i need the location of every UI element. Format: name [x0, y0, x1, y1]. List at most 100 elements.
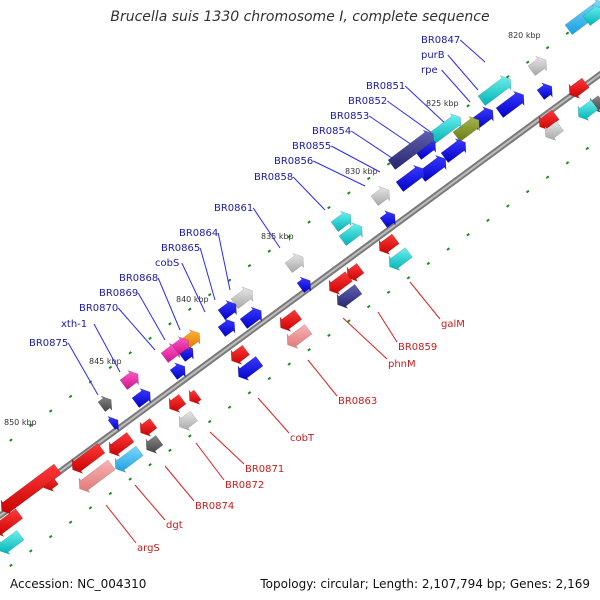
- guide-dot: [128, 477, 132, 481]
- forward-gene-glyph[interactable]: [427, 113, 462, 144]
- reverse-gene-glyph[interactable]: [78, 459, 116, 493]
- forward-gene-glyph[interactable]: [379, 210, 396, 228]
- forward-gene-glyph[interactable]: [107, 415, 119, 432]
- forward-gene-glyph[interactable]: [169, 362, 186, 380]
- gene-label-br0852[interactable]: BR0852: [348, 96, 387, 107]
- guide-dot: [9, 563, 13, 568]
- reverse-gene-glyph[interactable]: [568, 77, 590, 99]
- guide-dot: [287, 362, 291, 366]
- gene-label-br0855[interactable]: BR0855: [292, 141, 331, 152]
- gene-label-purb[interactable]: purB: [421, 50, 445, 61]
- forward-gene-glyph[interactable]: [217, 299, 237, 320]
- gene-label-br0871[interactable]: BR0871: [245, 464, 284, 475]
- reverse-gene-glyph[interactable]: [286, 324, 313, 349]
- reverse-gene-glyph[interactable]: [336, 284, 363, 309]
- reverse-gene-glyph[interactable]: [145, 435, 164, 454]
- guide-dot: [545, 45, 550, 50]
- forward-gene-glyph[interactable]: [370, 185, 390, 206]
- gene-label-br0869[interactable]: BR0869: [99, 288, 138, 299]
- forward-gene-glyph[interactable]: [582, 4, 600, 26]
- forward-gene-glyph[interactable]: [239, 306, 263, 329]
- forward-gene-glyph[interactable]: [417, 154, 447, 182]
- gene-label-cobs[interactable]: cobS: [155, 258, 179, 269]
- reverse-gene-glyph[interactable]: [139, 418, 158, 437]
- reverse-gene-glyph[interactable]: [178, 410, 198, 431]
- gene-label-br0861[interactable]: BR0861: [214, 203, 253, 214]
- forward-gene-glyph[interactable]: [171, 336, 190, 355]
- reverse-gene-glyph[interactable]: [378, 233, 400, 255]
- forward-gene-glyph[interactable]: [338, 222, 363, 246]
- forward-gene-glyph[interactable]: [230, 286, 254, 309]
- gene-label-br0854[interactable]: BR0854: [312, 126, 351, 137]
- reverse-gene-glyph[interactable]: [0, 508, 24, 537]
- guide-dot: [386, 162, 391, 166]
- reverse-gene-glyph[interactable]: [0, 530, 25, 555]
- reverse-gene-glyph[interactable]: [114, 445, 144, 473]
- gene-label-br0863[interactable]: BR0863: [338, 396, 377, 407]
- reverse-gene-glyph[interactable]: [108, 432, 135, 457]
- forward-gene-glyph[interactable]: [564, 0, 600, 35]
- tick-marks: 820 kbp 825 kbp 830 kbp 835 kbp 840 kbp 845 k…: [4, 31, 541, 427]
- gene-label-cobt[interactable]: cobT: [290, 433, 315, 444]
- forward-gene-glyph[interactable]: [119, 369, 139, 390]
- gene-label-br0872[interactable]: BR0872: [225, 480, 264, 491]
- gene-label-br0853[interactable]: BR0853: [330, 111, 369, 122]
- leader-line: [117, 307, 156, 351]
- gene-label-br0858[interactable]: BR0858: [254, 172, 293, 183]
- gene-label-phnm[interactable]: phnM: [388, 359, 416, 370]
- reverse-gene-glyph[interactable]: [388, 247, 413, 271]
- gene-label-rpe[interactable]: rpe: [421, 65, 438, 76]
- forward-gene-glyph[interactable]: [284, 252, 304, 273]
- forward-gene-glyph[interactable]: [527, 55, 547, 76]
- forward-gene-glyph[interactable]: [477, 75, 512, 106]
- reverse-gene-glyph[interactable]: [168, 394, 187, 413]
- forward-gene-glyph[interactable]: [495, 90, 525, 118]
- gene-label-br0865[interactable]: BR0865: [161, 243, 200, 254]
- forward-gene-glyph[interactable]: [452, 115, 480, 142]
- forward-gene-glyph[interactable]: [217, 318, 236, 337]
- reverse-gene-glyph[interactable]: [237, 356, 264, 381]
- reverse-gene-glyph[interactable]: [71, 443, 106, 474]
- leader-line: [105, 504, 137, 544]
- reverse-gene-glyph[interactable]: [577, 99, 599, 121]
- forward-gene-glyph[interactable]: [97, 395, 113, 412]
- tick-label: 820 kbp: [508, 31, 541, 40]
- leader-line: [217, 232, 231, 291]
- leader-line: [195, 442, 225, 481]
- leader-line: [409, 281, 441, 320]
- gene-label-br0847[interactable]: BR0847: [421, 35, 460, 46]
- forward-gene-glyph[interactable]: [296, 276, 312, 293]
- reverse-gene-glyph[interactable]: [328, 271, 353, 295]
- guide-dot: [68, 520, 73, 524]
- forward-gene-glyph[interactable]: [131, 387, 151, 408]
- gene-label-br0875[interactable]: BR0875: [29, 338, 68, 349]
- leader-line: [93, 323, 121, 373]
- forward-gene-glyph[interactable]: [440, 138, 467, 163]
- leader-line: [209, 431, 245, 465]
- gene-label-br0864[interactable]: BR0864: [179, 228, 218, 239]
- reverse-gene-glyph[interactable]: [346, 263, 365, 282]
- gene-label-args[interactable]: argS: [137, 543, 160, 554]
- gene-label-br0856[interactable]: BR0856: [274, 156, 313, 167]
- gene-label-galm[interactable]: galM: [441, 319, 465, 330]
- gene-label-br0874[interactable]: BR0874: [195, 501, 234, 512]
- gene-label-br0870[interactable]: BR0870: [79, 303, 118, 314]
- reverse-gene-glyph[interactable]: [188, 389, 202, 405]
- reverse-gene-glyph[interactable]: [279, 309, 303, 332]
- guide-dot: [9, 438, 13, 442]
- gene-label-br0851[interactable]: BR0851: [366, 81, 405, 92]
- gene-label-xth-1[interactable]: xth-1: [61, 319, 87, 330]
- forward-gene-glyph[interactable]: [330, 210, 352, 232]
- forward-gene-glyph[interactable]: [536, 82, 553, 100]
- gene-label-br0868[interactable]: BR0868: [119, 273, 158, 284]
- forward-gene-glyph[interactable]: [395, 164, 425, 192]
- guide-dot: [466, 104, 470, 108]
- gene-label-dgt[interactable]: dgt: [166, 520, 183, 531]
- reverse-gene-glyph[interactable]: [230, 344, 250, 365]
- reverse-gene-glyph[interactable]: [544, 120, 564, 141]
- gene-label-br0859[interactable]: BR0859: [398, 342, 437, 353]
- leader-line: [181, 262, 206, 313]
- forward-gene-glyph[interactable]: [387, 129, 435, 170]
